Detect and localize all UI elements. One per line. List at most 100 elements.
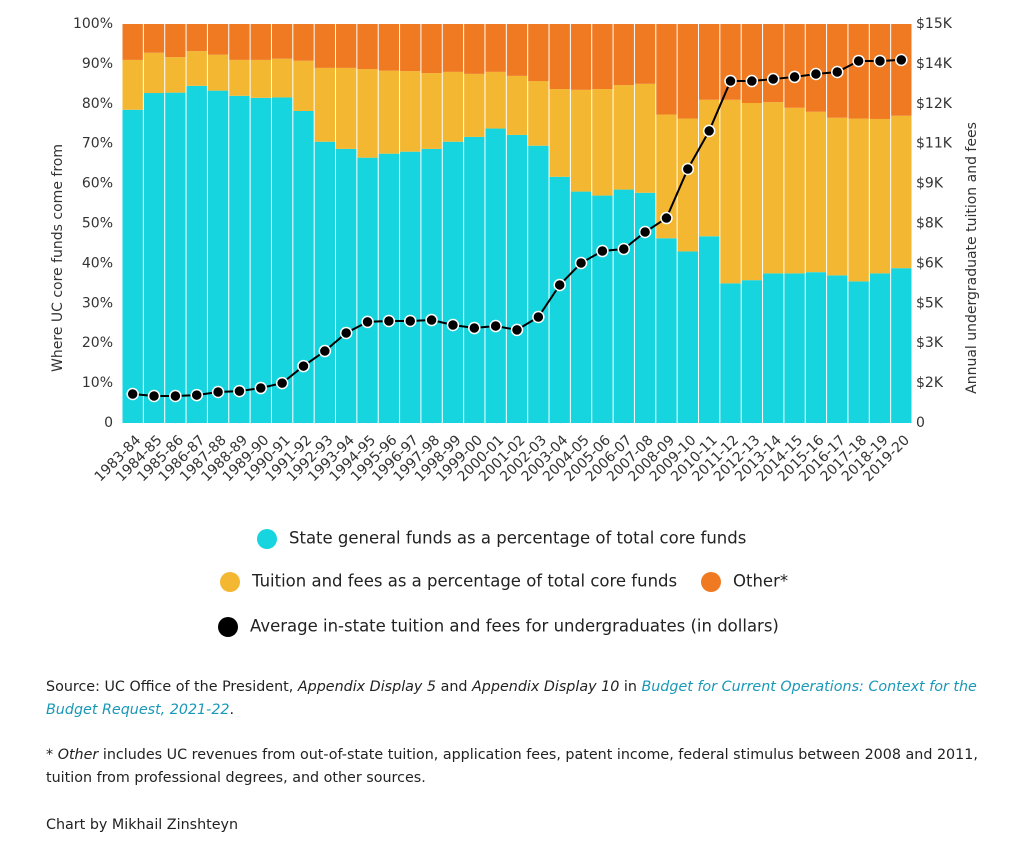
bar-segment [336, 24, 357, 68]
y-tick-label: 30% [82, 295, 113, 311]
bar-segment [677, 251, 698, 423]
bar-segment [442, 24, 464, 72]
bar-segment [229, 59, 250, 96]
y2-tick-label: $14K [916, 56, 953, 72]
bar-segment [848, 281, 869, 423]
point [638, 225, 652, 239]
y-tick-label: 20% [82, 335, 113, 351]
bar-segment [891, 115, 912, 269]
text: Appendix Display 5 [297, 679, 437, 695]
bar-segment [698, 99, 720, 237]
bar-segment [485, 24, 506, 72]
bar-segment [869, 24, 891, 119]
bar-segment [891, 24, 912, 116]
bar-segment [784, 273, 805, 423]
y2-tick-label: $11K [916, 136, 953, 152]
legend-marker [701, 572, 721, 592]
bar-segment [592, 89, 613, 196]
bar-segment [784, 107, 805, 274]
y2-tick-label: $12K [916, 96, 953, 112]
bar-segment [293, 24, 314, 61]
point [147, 389, 161, 403]
y2-tick-label: $9K [916, 176, 944, 192]
point [297, 359, 310, 373]
y2-tick-label: $5K [916, 295, 944, 311]
point [681, 162, 695, 176]
point [788, 70, 801, 84]
bar-segment [528, 145, 549, 423]
bar-segment [891, 268, 912, 423]
bar-segment [143, 52, 165, 94]
bar-segment [528, 81, 549, 146]
point [553, 278, 566, 292]
bar-segment [400, 71, 421, 152]
bar-segment [613, 24, 634, 86]
bar-segment [698, 236, 720, 423]
point [169, 389, 182, 403]
bar-segment [143, 93, 165, 423]
y-tick-label: 40% [82, 255, 113, 271]
y-tick-label: 0 [104, 415, 113, 431]
bar-segment [741, 103, 763, 281]
bar-segment [378, 153, 400, 424]
bar-segment [442, 141, 464, 423]
bar-segment [357, 24, 378, 70]
bar-segment [229, 24, 250, 60]
point [382, 314, 396, 328]
point [446, 318, 460, 332]
bar-segment [570, 24, 592, 90]
bar-segment [143, 24, 165, 53]
bar-segment [741, 280, 763, 423]
bar-segment [656, 238, 677, 423]
bar-segment [506, 24, 528, 76]
bar-segment [528, 24, 549, 82]
bar-segment [763, 273, 784, 423]
legend-marker [257, 529, 277, 549]
y-axis-label: Where UC core funds come from [50, 144, 66, 372]
bar-segment [485, 71, 506, 129]
bar-segment [400, 151, 421, 423]
point [574, 256, 588, 270]
bar-segment [122, 59, 143, 110]
bar-segment [485, 128, 506, 423]
point [339, 326, 353, 340]
y2-tick-label: $3K [916, 335, 944, 351]
bar-segment [720, 283, 741, 423]
bar-segment [122, 24, 143, 60]
point [190, 388, 203, 402]
point [233, 384, 246, 398]
y-tick-label: 50% [82, 216, 113, 232]
bar-segment [207, 54, 229, 91]
y2-tick-label: $6K [916, 255, 944, 271]
bar-segment [400, 24, 421, 72]
point [831, 65, 844, 79]
bar-segment [421, 148, 442, 423]
bar-segment [549, 89, 570, 177]
bar-segment [677, 24, 698, 119]
legend-label: State general funds as a percentage of t… [289, 529, 746, 548]
legend-marker [220, 572, 240, 592]
bar-segment [293, 110, 314, 424]
bar-segment [336, 67, 357, 149]
bar-segment [763, 102, 784, 274]
y-tick-label: 90% [82, 56, 113, 72]
text: . [229, 702, 235, 718]
bar-segment [570, 89, 592, 192]
point [510, 323, 524, 337]
point [596, 244, 609, 258]
point [318, 344, 332, 358]
legend-marker [218, 617, 238, 637]
bar-segment [165, 92, 186, 424]
point [275, 376, 289, 390]
bar-segment [677, 118, 698, 252]
link[interactable]: Budget for Current Operations: Context f… [46, 679, 977, 718]
point [724, 74, 737, 88]
y2-tick-label: $8K [916, 216, 944, 232]
bar-segment [464, 73, 485, 137]
text: * Other [46, 747, 99, 763]
y2-tick-label: $2K [916, 375, 944, 391]
bar-segment [634, 24, 656, 84]
point [532, 310, 545, 324]
bar-segment [592, 24, 613, 90]
